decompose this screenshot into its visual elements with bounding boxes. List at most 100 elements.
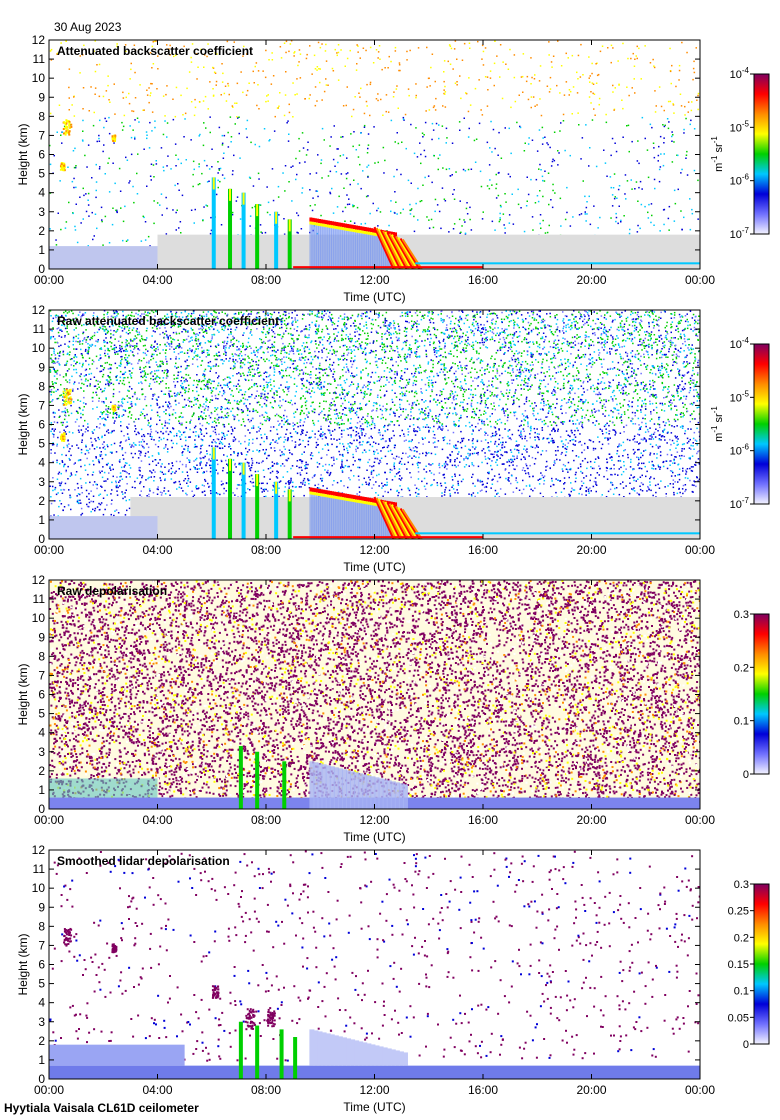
colorbar-unit: m-1 sr-1 <box>710 136 725 172</box>
colorbar-unit: m-1 sr-1 <box>710 406 725 442</box>
x-tick-label: 04:00 <box>142 1083 172 1097</box>
x-axis-label: Time (UTC) <box>343 290 405 304</box>
y-tick-label: 4 <box>38 456 45 470</box>
x-axis-label: Time (UTC) <box>343 1100 405 1114</box>
panel-title: Raw depolarisation <box>57 584 167 598</box>
x-tick-label: 20:00 <box>576 543 606 557</box>
x-tick-label: 00:00 <box>34 813 64 827</box>
y-tick-label: 3 <box>38 745 45 759</box>
y-tick-label: 8 <box>38 919 45 933</box>
colorbar-tick-label: 0.3 <box>734 879 749 891</box>
colorbar-tick-label: 10-7 <box>730 226 750 241</box>
heatmap-area <box>49 580 700 809</box>
colorbar-tick-label: 0.2 <box>734 662 749 674</box>
x-tick-label: 08:00 <box>251 543 281 557</box>
y-tick-label: 0 <box>38 262 45 276</box>
colorbar: 0 0.1 0.2 0.3 <box>734 609 770 781</box>
y-tick-label: 4 <box>38 726 45 740</box>
colorbar: 10-7 10-6 10-5 10-4 m-1 sr-1 <box>710 336 770 511</box>
y-tick-label: 6 <box>38 148 45 162</box>
panel-3: Raw depolarisation0123456789101112Height… <box>16 573 770 844</box>
y-axis-label: Height (km) <box>16 663 30 725</box>
y-tick-label: 9 <box>38 630 45 644</box>
y-tick-label: 10 <box>32 341 46 355</box>
colorbar-tick-label: 0.25 <box>728 906 749 918</box>
y-axis-label: Height (km) <box>16 933 30 995</box>
y-tick-label: 5 <box>38 437 45 451</box>
y-tick-label: 0 <box>38 1072 45 1086</box>
x-tick-label: 12:00 <box>359 543 389 557</box>
y-tick-label: 12 <box>32 303 46 317</box>
colorbar-tick-label: 10-7 <box>730 496 750 511</box>
y-tick-label: 12 <box>32 33 46 47</box>
x-tick-label: 04:00 <box>142 273 172 287</box>
x-tick-label: 16:00 <box>468 543 498 557</box>
heatmap-area <box>49 40 700 269</box>
x-tick-label: 00:00 <box>34 273 64 287</box>
colorbar-tick-label: 0.2 <box>734 932 749 944</box>
y-tick-label: 6 <box>38 418 45 432</box>
y-tick-label: 11 <box>33 52 46 66</box>
y-tick-label: 3 <box>38 205 45 219</box>
y-tick-label: 10 <box>32 71 46 85</box>
y-tick-label: 7 <box>38 398 45 412</box>
y-tick-label: 2 <box>38 494 45 508</box>
svg-text:m-1 sr-1: m-1 sr-1 <box>710 136 725 172</box>
heatmap-area <box>49 310 700 539</box>
y-tick-label: 9 <box>38 360 45 374</box>
panel-2: Raw attenuated backscatter coefficient 0 1… <box>16 303 770 574</box>
x-tick-label: 08:00 <box>251 273 281 287</box>
x-tick-label: 20:00 <box>576 813 606 827</box>
colorbar-tick-label: 0.05 <box>728 1012 749 1024</box>
colorbar-tick-label: 0 <box>743 769 749 781</box>
y-tick-label: 0 <box>38 532 45 546</box>
y-tick-label: 3 <box>38 1015 45 1029</box>
panel-4: Smoothed lidar depolarisation01234567891… <box>16 843 770 1114</box>
y-tick-label: 6 <box>38 688 45 702</box>
colorbar-tick-label: 10-6 <box>730 443 750 458</box>
panel-title: Raw attenuated backscatter coefficient <box>57 314 279 328</box>
y-tick-label: 12 <box>32 843 46 857</box>
x-tick-label: 00:00 <box>685 273 715 287</box>
y-tick-label: 5 <box>38 977 45 991</box>
x-tick-label: 16:00 <box>468 813 498 827</box>
y-tick-label: 4 <box>38 996 45 1010</box>
y-tick-label: 11 <box>33 592 46 606</box>
y-tick-label: 9 <box>38 900 45 914</box>
y-tick-label: 2 <box>38 1034 45 1048</box>
colorbar-tick-label: 10-4 <box>730 66 750 81</box>
colorbar-scale <box>753 73 770 235</box>
y-tick-label: 1 <box>38 1053 45 1067</box>
y-tick-label: 7 <box>38 938 45 952</box>
colorbar-scale <box>753 613 770 775</box>
colorbar-scale <box>753 343 770 505</box>
colorbar-tick-label: 0.3 <box>734 609 749 621</box>
x-tick-label: 16:00 <box>468 273 498 287</box>
colorbar-tick-label: 0.15 <box>728 959 749 971</box>
x-tick-label: 00:00 <box>685 543 715 557</box>
y-tick-label: 8 <box>38 379 45 393</box>
y-tick-label: 1 <box>38 513 45 527</box>
date-label: 30 Aug 2023 <box>54 20 121 34</box>
x-tick-label: 12:00 <box>359 813 389 827</box>
x-tick-label: 08:00 <box>251 1083 281 1097</box>
x-tick-label: 04:00 <box>142 813 172 827</box>
x-tick-label: 16:00 <box>468 1083 498 1097</box>
instrument-label: Hyytiala Vaisala CL61D ceilometer <box>4 1101 199 1115</box>
y-tick-label: 9 <box>38 90 45 104</box>
y-tick-label: 12 <box>32 573 46 587</box>
y-tick-label: 5 <box>38 167 45 181</box>
y-tick-label: 3 <box>38 475 45 489</box>
x-tick-label: 00:00 <box>34 543 64 557</box>
y-tick-label: 6 <box>38 958 45 972</box>
x-tick-label: 00:00 <box>34 1083 64 1097</box>
y-tick-label: 0 <box>38 802 45 816</box>
x-tick-label: 04:00 <box>142 543 172 557</box>
y-tick-label: 2 <box>38 224 45 238</box>
x-axis-label: Time (UTC) <box>343 560 405 574</box>
colorbar-tick-label: 0.1 <box>734 986 749 998</box>
x-tick-label: 12:00 <box>359 1083 389 1097</box>
y-axis-label: Height (km) <box>16 123 30 185</box>
y-tick-label: 11 <box>33 322 46 336</box>
